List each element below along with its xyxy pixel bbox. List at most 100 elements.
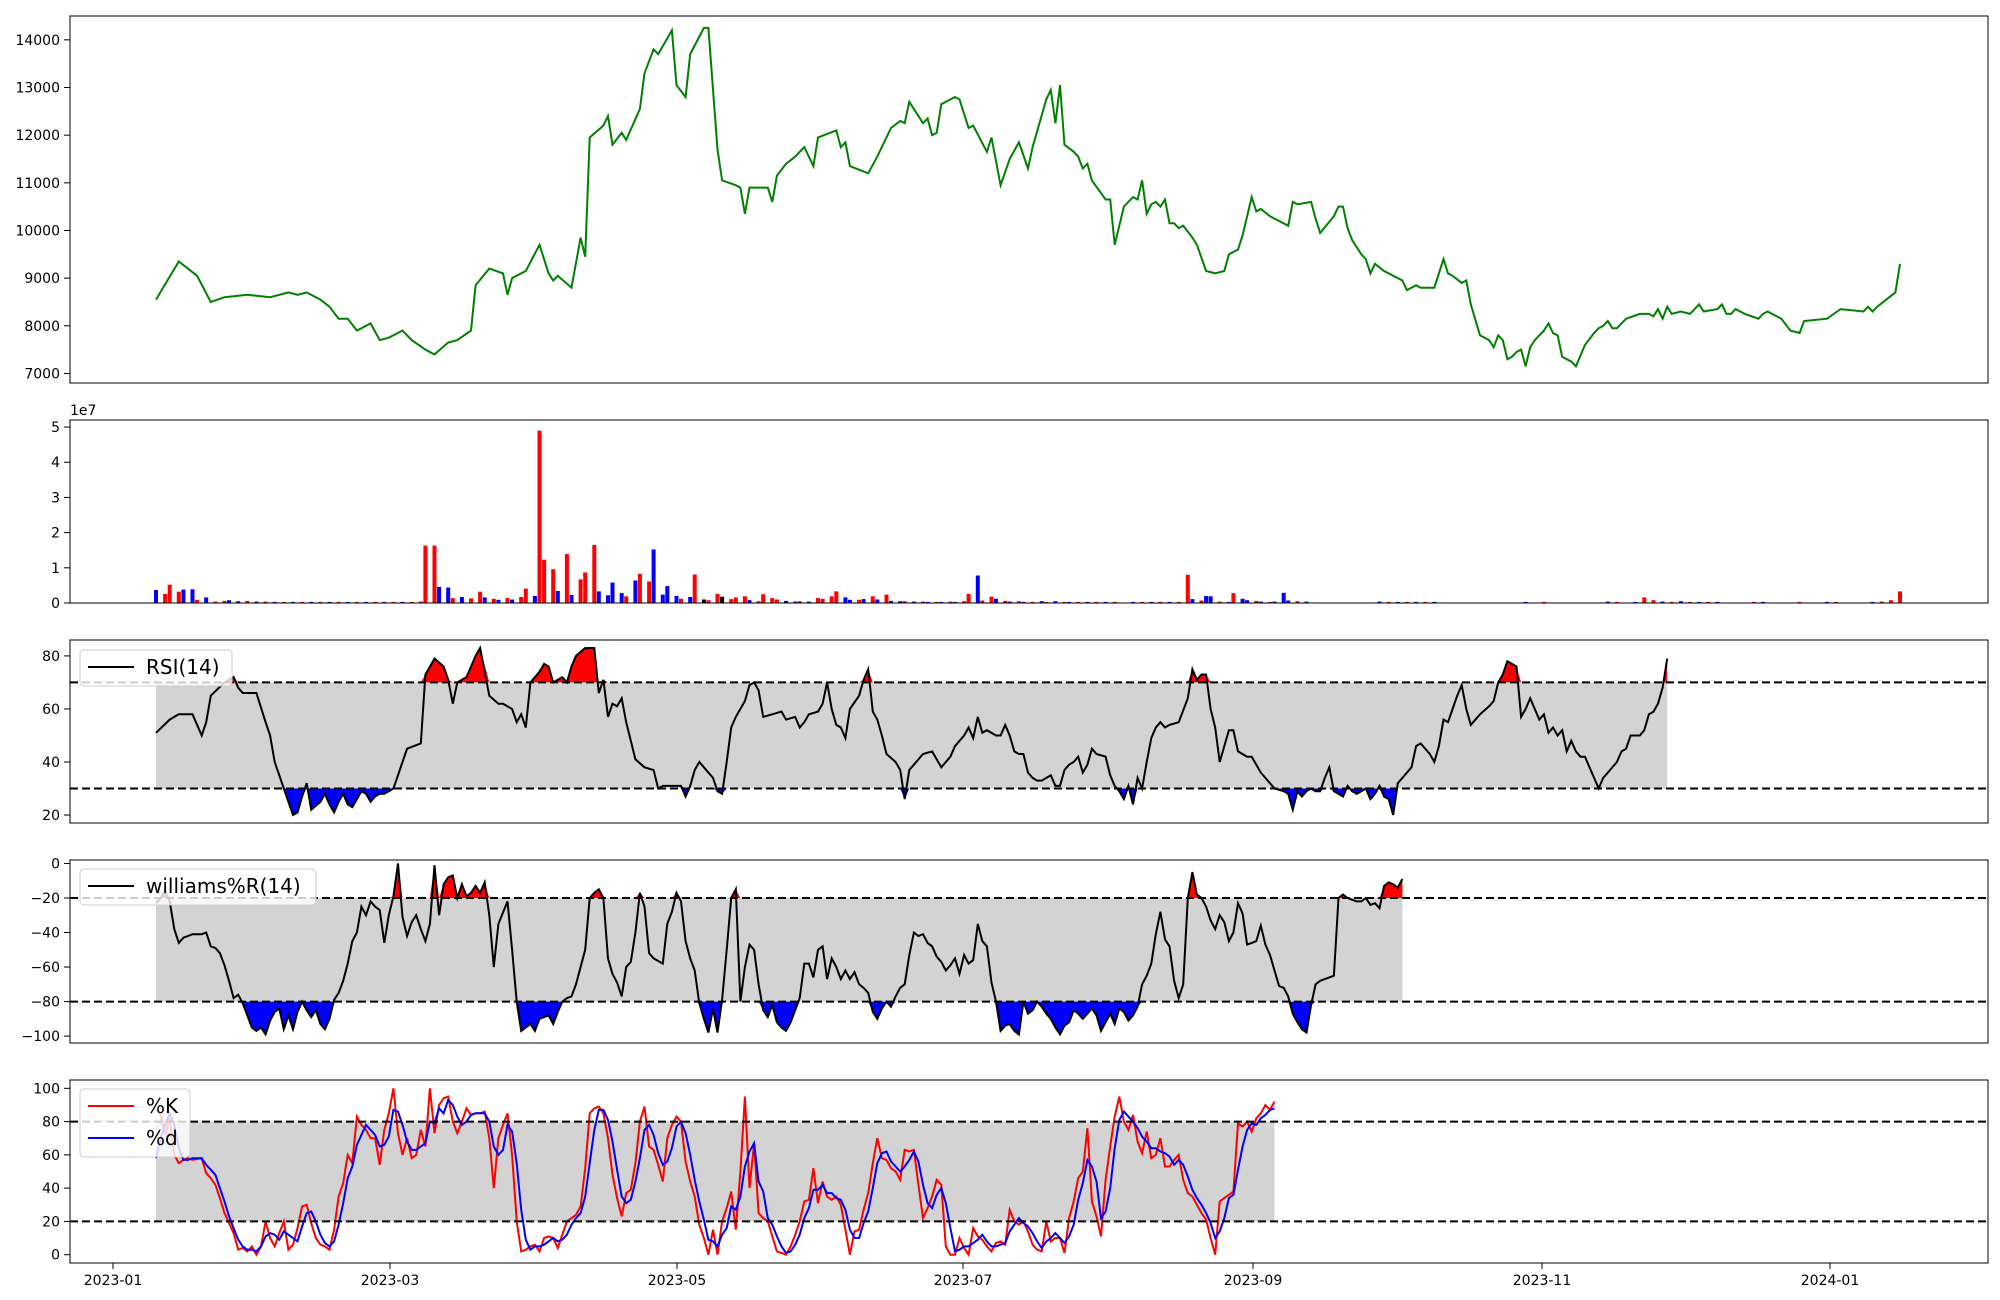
volume-bar [1688,601,1692,603]
volume-bar [606,595,610,603]
volume-bar [1523,601,1528,603]
volume-bar [542,559,547,603]
volume-bar [925,601,930,603]
volume-bar [921,601,925,603]
volume-bar [537,430,542,603]
volume-bar [1016,601,1021,603]
volume-bar [432,545,437,603]
volume-bar [1614,601,1619,603]
k-line [155,1088,1276,1258]
volume-bar [1395,601,1400,603]
volume-bar [1272,601,1277,603]
volume-bar [505,598,510,603]
volume-bar [665,586,670,603]
volume-bar [1678,601,1683,603]
rsi-line [155,645,1669,817]
volume-bar [204,597,209,603]
volume-bar [1797,601,1802,603]
rsi-overbought-fill [156,648,1668,683]
williams-axes-frame [69,859,1989,1044]
y-tick-label: 11000 [15,176,60,192]
volume-bar [902,601,907,603]
volume-bar [847,599,852,603]
volume-bar [1870,601,1875,603]
volume-bar [884,594,889,603]
d-legend-label: %d [146,1126,178,1150]
williams-panel: 0 −20 −40 −60 −80 −100 williams%R(14) [22,856,1989,1045]
williams-plot [70,863,1988,1037]
volume-bar [1879,601,1884,603]
volume-bar [1254,600,1259,603]
volume-bar [1295,601,1300,603]
volume-bar [222,600,227,603]
stochastic-y-ticks: 0 20 40 60 80 100 [33,1081,70,1264]
volume-bar [1423,601,1428,603]
volume-bar [619,593,624,603]
volume-bar [345,601,350,603]
volume-bar [829,596,834,603]
volume-bar [761,594,766,603]
volume-bar [1245,600,1250,603]
volume-bar [1404,601,1409,603]
volume-bar [578,579,583,603]
volume-bar [409,601,414,603]
volume-bar [1304,601,1309,603]
volume-bar [469,598,473,603]
volume-bar [660,594,665,603]
volume-bar [1039,601,1044,603]
y-tick-label: −80 [30,995,60,1011]
volume-bar [569,594,574,603]
volume-bar [720,596,725,603]
x-axis-ticks: 2023-01 2023-03 2023-05 2023-07 2023-09 2023-… [84,1263,1859,1289]
y-tick-label: 0 [51,856,60,872]
volume-bar [651,549,656,603]
volume-bar [701,599,706,603]
volume-bar [980,600,985,603]
volume-bar [989,596,994,603]
volume-bar [1258,601,1263,603]
volume-bar [496,599,501,603]
volume-bar [1103,601,1108,603]
y-tick-label: 12000 [15,128,60,144]
x-tick-label: 2023-11 [1513,1273,1572,1289]
volume-bar [364,601,368,603]
volume-bar [774,599,779,603]
y-tick-label: −60 [30,960,60,976]
volume-bar [692,574,697,603]
volume-bar [806,601,811,603]
y-tick-label: 80 [42,649,60,665]
williams-line [155,863,1404,1037]
volume-bar [1281,592,1286,603]
stochastic-legend: %K %d [79,1088,191,1158]
stochastic-plot [70,1088,1988,1258]
volume-bar [1669,601,1674,603]
volume-bar [624,596,629,603]
volume-bar [1062,601,1067,603]
x-tick-label: 2023-09 [1224,1273,1283,1289]
volume-bar [1076,601,1081,603]
volume-bar [1158,601,1163,603]
volume-bar [400,601,405,603]
volume-bar [1605,601,1610,603]
volume-bar [450,598,455,603]
volume-bar [1167,601,1172,603]
volume-bar [327,601,332,603]
volume-bar [1003,600,1008,603]
volume-bar [706,600,711,603]
volume-bar [1067,601,1072,603]
williams-y-ticks: 0 −20 −40 −60 −80 −100 [22,856,70,1045]
volume-bar [1112,601,1117,603]
volume-bar [583,572,588,603]
volume-bar [564,554,569,603]
volume-bar [163,593,168,603]
volume-bar [1044,601,1049,603]
y-tick-label: −100 [22,1029,60,1045]
price-y-ticks: 7000 8000 9000 10000 11000 12000 13000 14000 [15,33,70,382]
x-tick-label: 2023-05 [648,1273,707,1289]
volume-bar [793,601,798,603]
volume-bar [1541,601,1546,603]
y-tick-label: 8000 [24,319,60,335]
volume-bar [1633,601,1638,603]
y-tick-label: 80 [42,1115,60,1131]
